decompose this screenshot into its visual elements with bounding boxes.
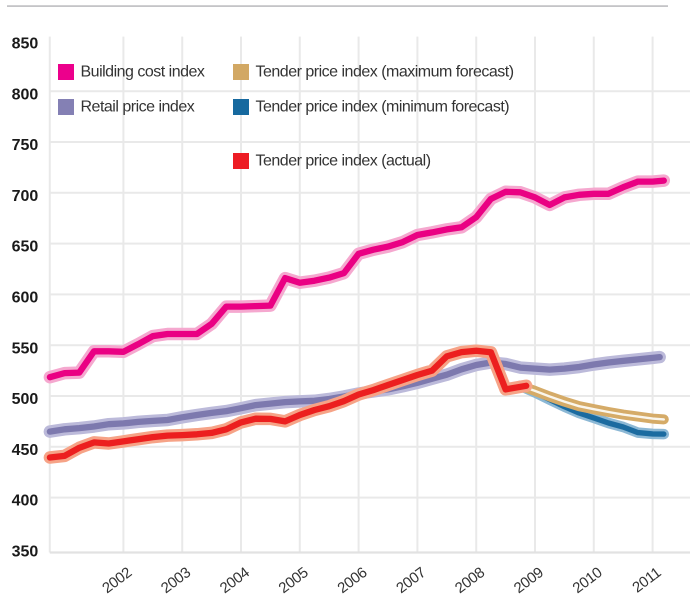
svg-text:650: 650 (12, 239, 39, 256)
svg-text:2007: 2007 (393, 564, 429, 597)
svg-text:550: 550 (12, 340, 39, 357)
svg-text:700: 700 (12, 188, 39, 205)
svg-text:2006: 2006 (334, 564, 370, 597)
svg-text:Tender price index (maximum fo: Tender price index (maximum forecast) (256, 64, 514, 81)
svg-text:2002: 2002 (99, 564, 135, 597)
svg-text:800: 800 (12, 86, 39, 103)
svg-text:Retail price index: Retail price index (81, 99, 195, 116)
svg-text:Tender price index (minimum fo: Tender price index (minimum forecast) (256, 99, 510, 116)
svg-text:450: 450 (12, 442, 39, 459)
svg-text:500: 500 (12, 391, 39, 408)
svg-text:2009: 2009 (511, 564, 547, 597)
svg-text:2011: 2011 (629, 564, 664, 596)
svg-text:400: 400 (12, 493, 39, 510)
svg-text:Tender price index (actual): Tender price index (actual) (256, 153, 431, 170)
svg-text:750: 750 (12, 137, 39, 154)
svg-text:2003: 2003 (158, 564, 194, 597)
svg-text:Building cost index: Building cost index (81, 64, 205, 81)
svg-text:2008: 2008 (452, 564, 488, 597)
svg-text:600: 600 (12, 290, 39, 307)
svg-text:2005: 2005 (276, 564, 312, 597)
svg-text:850: 850 (12, 36, 39, 53)
svg-text:2004: 2004 (217, 564, 253, 597)
svg-text:350: 350 (12, 544, 39, 561)
svg-text:2010: 2010 (570, 564, 606, 597)
